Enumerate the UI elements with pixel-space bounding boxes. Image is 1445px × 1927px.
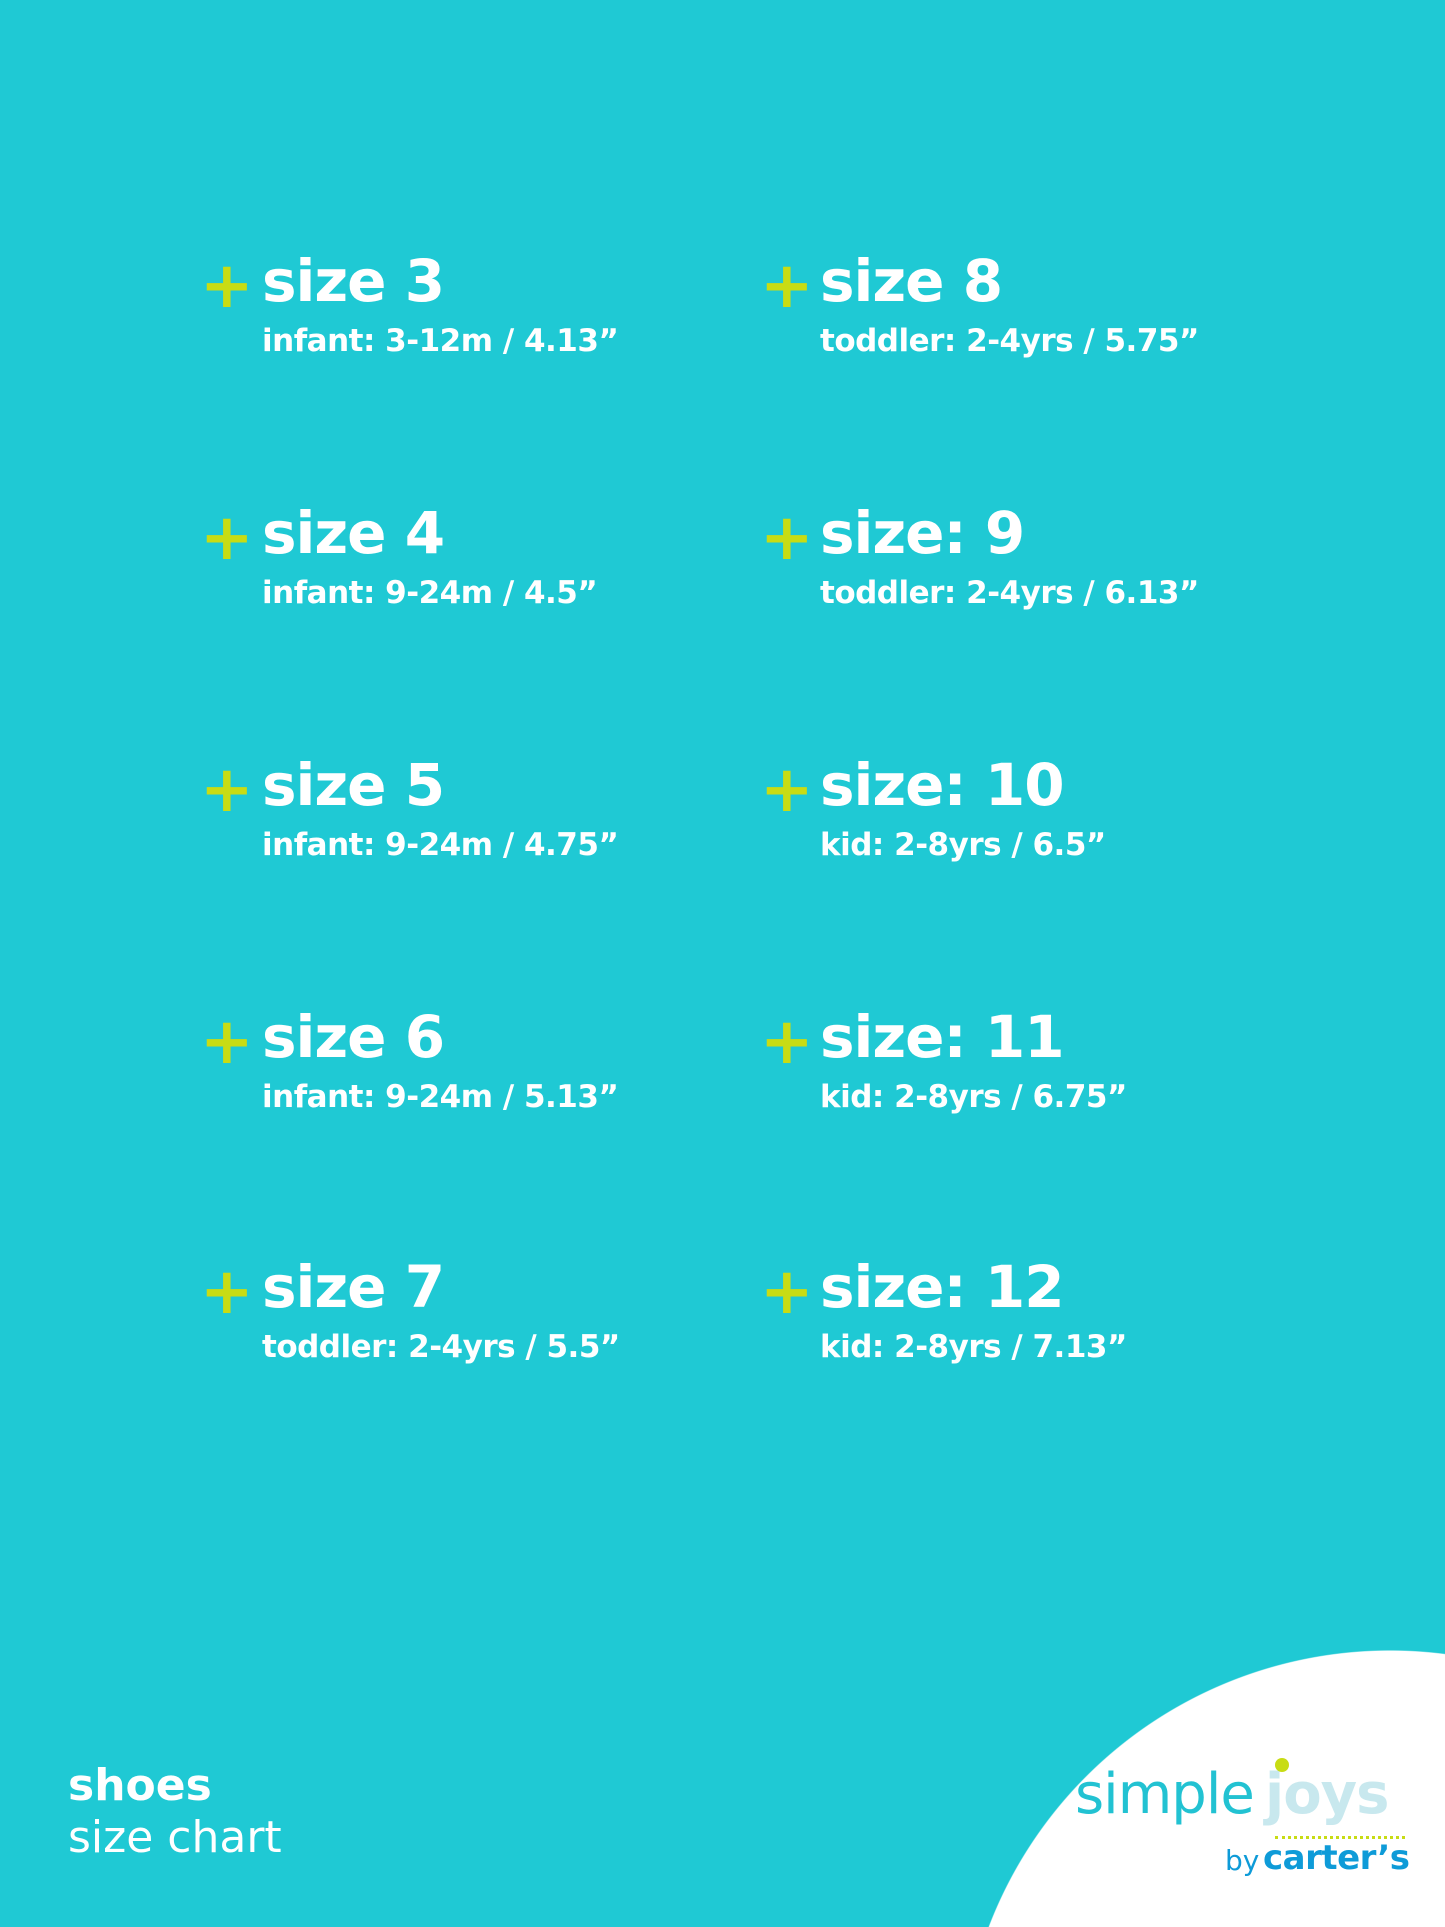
size-title: size 4 [262,499,445,567]
size-detail: infant: 9-24m / 4.75” [262,827,619,863]
footer-title: shoes [68,1760,212,1811]
plus-icon: + [200,753,254,827]
logo-joys: joys [1265,1762,1390,1827]
plus-icon: + [200,1255,254,1329]
footer-caption: shoes size chart [68,1760,282,1864]
logo-simple: simple [1075,1762,1255,1827]
plus-icon: + [200,249,254,323]
plus-icon: + [760,753,814,827]
size-title: size: 12 [820,1253,1065,1321]
size-detail: toddler: 2-4yrs / 5.5” [262,1329,620,1365]
plus-icon: + [760,249,814,323]
plus-icon: + [200,501,254,575]
size-title: size 6 [262,1003,445,1071]
size-title: size 7 [262,1253,445,1321]
size-title: size: 10 [820,751,1065,819]
size-detail: kid: 2-8yrs / 7.13” [820,1329,1127,1365]
size-title: size 3 [262,247,445,315]
plus-icon: + [760,501,814,575]
logo-carters: carter’s [1263,1838,1410,1878]
logo-dot-icon [1275,1758,1289,1772]
size-detail: kid: 2-8yrs / 6.5” [820,827,1106,863]
size-title: size: 9 [820,499,1025,567]
size-detail: infant: 9-24m / 5.13” [262,1079,619,1115]
size-detail: infant: 9-24m / 4.5” [262,575,598,611]
logo-background-circle [960,1650,1445,1927]
size-title: size: 11 [820,1003,1065,1071]
size-detail: toddler: 2-4yrs / 5.75” [820,323,1199,359]
plus-icon: + [760,1005,814,1079]
size-detail: kid: 2-8yrs / 6.75” [820,1079,1127,1115]
size-detail: toddler: 2-4yrs / 6.13” [820,575,1199,611]
brand-logo: simple joys by carter’s [1075,1758,1435,1912]
logo-by: by [1225,1844,1260,1877]
footer-subtitle: size chart [68,1812,282,1863]
plus-icon: + [200,1005,254,1079]
logo-dotted-line [1275,1836,1405,1839]
size-title: size 8 [820,247,1003,315]
plus-icon: + [760,1255,814,1329]
size-title: size 5 [262,751,445,819]
size-detail: infant: 3-12m / 4.13” [262,323,619,359]
